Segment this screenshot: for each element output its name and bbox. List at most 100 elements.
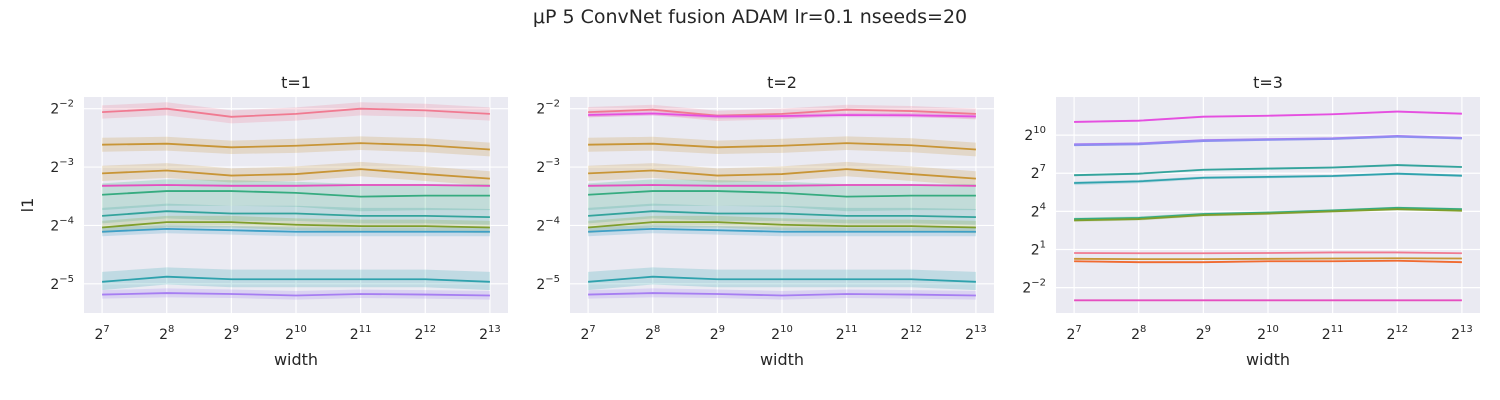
x-tick-label: 29 [1196,324,1211,343]
series-line-6 [588,190,976,198]
tick-base: 2 [285,327,294,343]
y-tick-label: 210 [1024,125,1046,144]
series-line-6 [1074,206,1462,220]
tick-base: 2 [50,277,59,293]
series-line-7 [102,221,490,229]
panel-title: t=1 [281,73,311,92]
tick-base: 2 [1024,128,1033,144]
x-tick-label: 27 [1066,324,1081,343]
x-tick-label: 27 [580,324,595,343]
y-tick-label: 2−2 [536,99,560,118]
y-tick-label: 2−4 [50,215,74,234]
tick-base: 2 [965,327,974,343]
x-axis-label: width [274,350,318,369]
series-band-11 [588,288,976,300]
tick-base: 2 [836,327,845,343]
tick-exponent: −2 [545,99,560,110]
x-tick-label: 213 [965,324,987,343]
x-tick-label: 28 [159,324,174,343]
x-tick-label: 28 [645,324,660,343]
y-tick-label: 2−2 [50,99,74,118]
series-line-1 [102,107,490,118]
tick-base: 2 [1257,327,1266,343]
series-band-1 [102,102,490,124]
tick-base: 2 [1131,327,1140,343]
tick-base: 2 [536,218,545,234]
y-tick-label: 2−4 [536,215,560,234]
tick-exponent: 7 [1040,163,1046,174]
tick-base: 2 [1322,327,1331,343]
tick-exponent: −2 [59,99,74,110]
tick-base: 2 [536,102,545,118]
y-tick-label: 21 [1031,239,1046,258]
tick-exponent: 8 [654,324,660,335]
tick-exponent: 9 [233,324,239,335]
x-tick-label: 211 [350,324,372,343]
series-line-8 [588,221,976,229]
tick-base: 2 [350,327,359,343]
tick-exponent: 11 [845,324,858,335]
series-band-6 [588,179,976,212]
tick-exponent: 10 [294,324,307,335]
tick-exponent: 1 [1040,239,1046,250]
series-line-6 [102,210,490,218]
series-line-10 [102,292,490,297]
x-tick-label: 29 [224,324,239,343]
tick-base: 2 [1031,242,1040,258]
tick-exponent: 11 [1331,324,1344,335]
tick-base: 2 [50,102,59,118]
tick-base: 2 [580,327,589,343]
series-line-1 [588,108,976,117]
series-band-1 [588,104,976,121]
series-line-9 [1074,257,1462,261]
tick-base: 2 [1031,166,1040,182]
tick-exponent: 7 [103,324,109,335]
tick-exponent: 12 [423,324,436,335]
tick-exponent: 11 [359,324,372,335]
tick-base: 2 [1386,327,1395,343]
series-line-4 [588,168,976,180]
tick-base: 2 [1451,327,1460,343]
series-line-3 [588,142,976,151]
y-tick-label: 2−3 [536,157,560,176]
tick-base: 2 [414,327,423,343]
tick-exponent: 8 [1140,324,1146,335]
tick-base: 2 [50,160,59,176]
series-line-5 [1074,172,1462,184]
x-tick-label: 211 [836,324,858,343]
y-tick-label: 2−5 [50,274,74,293]
series-band-8 [102,224,490,237]
series-band-10 [102,288,490,300]
series-line-8 [1074,251,1462,255]
tick-exponent: 10 [1266,324,1279,335]
tick-exponent: −5 [545,274,560,285]
tick-exponent: 9 [1205,324,1211,335]
y-axis-label: l1 [18,198,37,213]
x-tick-label: 28 [1131,324,1146,343]
x-tick-label: 210 [1257,324,1279,343]
x-tick-label: 213 [1451,324,1473,343]
tick-base: 2 [50,218,59,234]
tick-exponent: −4 [59,215,74,226]
x-tick-label: 213 [479,324,501,343]
tick-base: 2 [536,160,545,176]
series-line-9 [102,275,490,283]
tick-base: 2 [536,277,545,293]
x-tick-label: 211 [1322,324,1344,343]
series-line-7 [588,210,976,218]
x-tick-label: 210 [771,324,793,343]
tick-exponent: −4 [545,215,560,226]
panel-title: t=2 [767,73,797,92]
tick-exponent: 13 [488,324,501,335]
tick-base: 2 [159,327,168,343]
tick-base: 2 [900,327,909,343]
tick-base: 2 [224,327,233,343]
y-tick-label: 27 [1031,163,1046,182]
y-tick-label: 2−3 [50,157,74,176]
y-tick-label: 2−5 [536,274,560,293]
series-line-3 [1074,135,1462,147]
tick-exponent: −2 [1031,278,1046,289]
tick-base: 2 [479,327,488,343]
